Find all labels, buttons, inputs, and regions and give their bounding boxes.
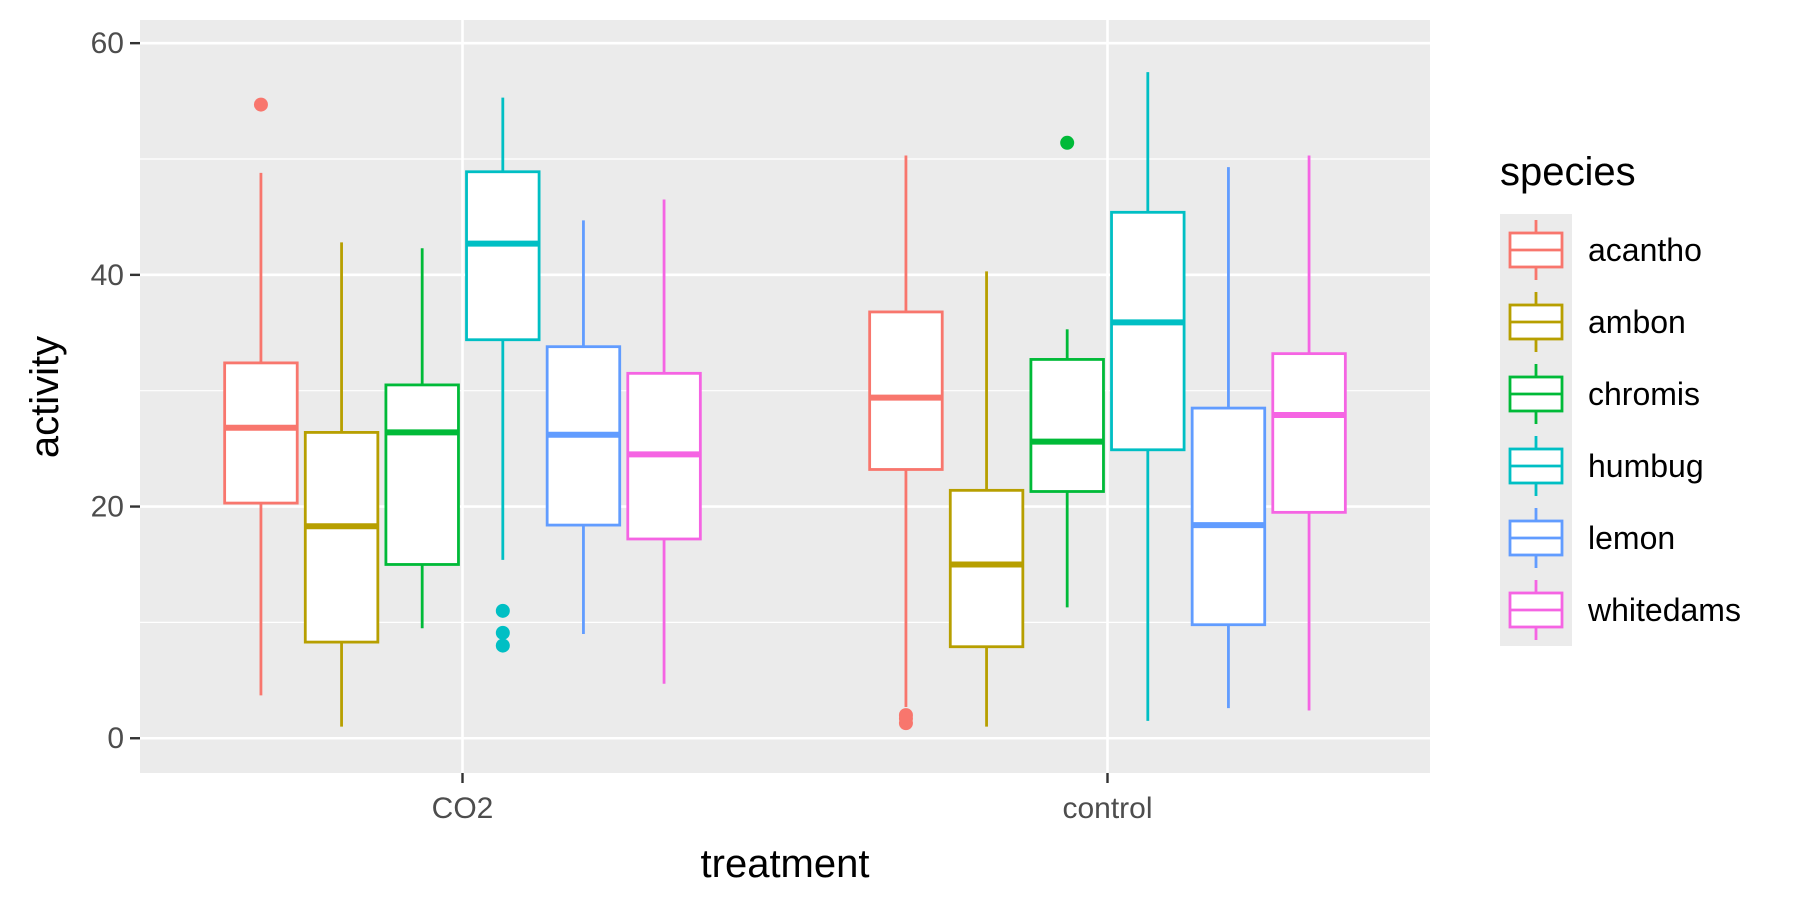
outlier-point — [495, 638, 510, 653]
box-iqr — [868, 310, 944, 471]
plot-panel — [140, 20, 1430, 773]
box-humbug-CO2 — [465, 97, 541, 653]
box-acantho-control — [868, 155, 944, 731]
legend-label: acantho — [1588, 232, 1702, 268]
legend-label: whitedams — [1587, 592, 1741, 628]
x-tick-label: CO2 — [432, 792, 494, 825]
legend-label: humbug — [1588, 448, 1704, 484]
legend-label: lemon — [1588, 520, 1675, 556]
y-tick-label: 40 — [91, 259, 124, 292]
y-axis: 0 20 40 60 — [91, 27, 140, 755]
box-lemon-control — [1190, 167, 1267, 709]
y-tick-label: 60 — [91, 27, 124, 60]
box-iqr — [465, 170, 541, 342]
legend-title: species — [1500, 150, 1636, 194]
box-chromis-control — [1029, 135, 1105, 608]
legend: species acantho ambon chromis humbug lemon wh… — [1500, 150, 1741, 646]
box-iqr — [1271, 352, 1347, 514]
legend-item-humbug: humbug — [1500, 430, 1704, 502]
box-iqr — [223, 361, 299, 505]
box-iqr — [1110, 210, 1186, 452]
box-chromis-CO2 — [384, 248, 460, 629]
legend-label: ambon — [1588, 304, 1686, 340]
box-lemon-CO2 — [545, 220, 622, 634]
box-iqr — [384, 383, 460, 566]
legend-item-lemon: lemon — [1500, 502, 1675, 574]
box-ambon-control — [948, 271, 1025, 727]
outlier-point — [495, 603, 510, 618]
x-axis: CO2 control — [432, 773, 1153, 825]
legend-label: chromis — [1588, 376, 1700, 412]
box-humbug-control — [1110, 72, 1186, 721]
box-whitedams-control — [1271, 155, 1347, 711]
box-ambon-CO2 — [303, 242, 380, 727]
legend-item-acantho: acantho — [1500, 214, 1702, 286]
outlier-point — [253, 97, 268, 112]
y-tick-label: 0 — [107, 722, 124, 755]
box-iqr — [1029, 358, 1105, 493]
box-iqr — [1190, 406, 1267, 627]
y-tick-label: 20 — [91, 491, 124, 524]
x-axis-title: treatment — [701, 842, 870, 886]
box-iqr — [948, 488, 1025, 649]
legend-item-whitedams: whitedams — [1500, 574, 1741, 646]
box-whitedams-CO2 — [626, 199, 702, 684]
legend-item-ambon: ambon — [1500, 286, 1686, 358]
legend-item-chromis: chromis — [1500, 358, 1700, 430]
box-iqr — [303, 431, 380, 644]
box-acantho-CO2 — [223, 97, 299, 696]
outlier-point — [495, 625, 510, 640]
outlier-point — [898, 708, 913, 723]
boxplots — [223, 72, 1347, 731]
y-axis-title: activity — [23, 336, 67, 458]
outlier-point — [1060, 135, 1075, 150]
x-tick-label: control — [1062, 792, 1152, 825]
